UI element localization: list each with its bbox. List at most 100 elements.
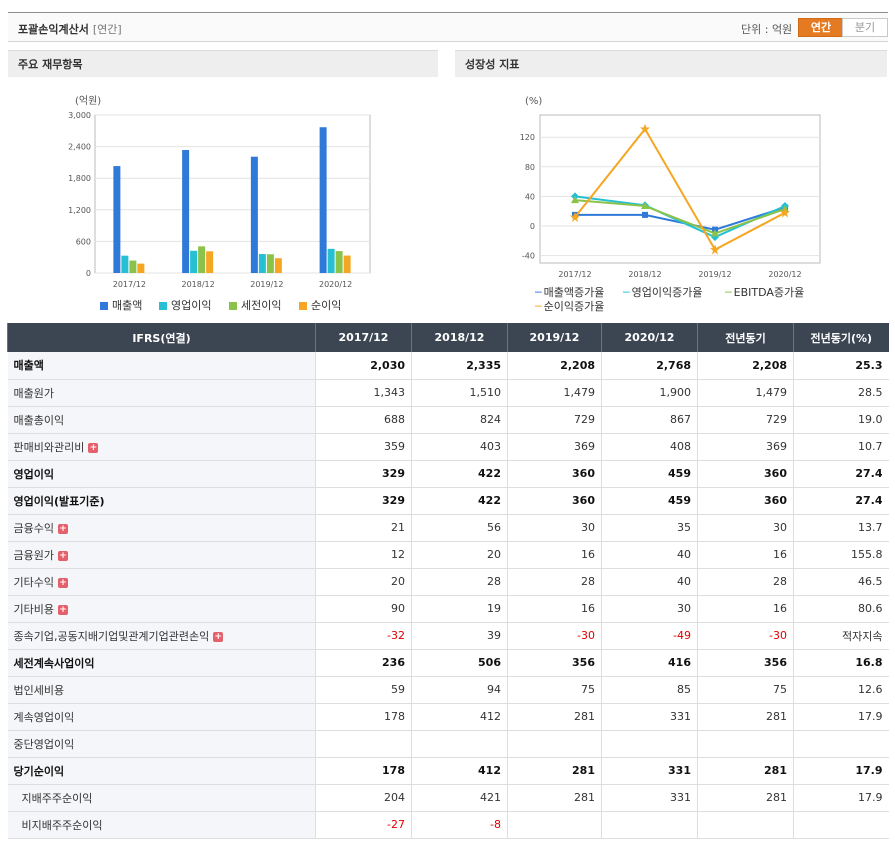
- table-cell: 329: [315, 460, 412, 488]
- table-cell: 2,030: [315, 352, 412, 380]
- column-header: 2018/12: [411, 323, 508, 352]
- income-statement-table: IFRS(연결) 2017/12 2018/12 2019/12 2020/12 전년동기…: [7, 323, 889, 839]
- table-cell: 16: [697, 595, 794, 623]
- table-cell: 75: [697, 676, 794, 704]
- table-cell: 30: [507, 514, 602, 542]
- row-label: 중단영업이익: [7, 730, 316, 758]
- table-cell: 369: [697, 433, 794, 461]
- bar: [266, 254, 274, 273]
- statement-header: 포괄손익계산서 [연간] 단위 : 억원 연간 분기: [8, 12, 888, 42]
- table-cell: 12.6: [793, 676, 889, 704]
- table-cell: 17.9: [793, 757, 889, 785]
- legend-item: 세전이익: [229, 297, 281, 313]
- table-cell: 412: [411, 703, 508, 731]
- table-cell: 412: [411, 757, 508, 785]
- line-chart-legend: ─ 매출액증가율 ─ 영업이익증가율 ─ EBITDA증가율 ─ 순이익증가율: [535, 284, 835, 314]
- table-cell: 356: [697, 649, 794, 677]
- table-cell: 2,208: [697, 352, 794, 380]
- bar: [113, 166, 121, 273]
- data-point: [710, 244, 720, 255]
- row-label: 비지배주주순이익: [7, 811, 316, 839]
- row-label: 종속기업,공동지배기업및관계기업관련손익 +: [7, 622, 316, 650]
- legend-swatch: ─: [623, 286, 630, 299]
- table-cell: 90: [315, 595, 412, 623]
- row-label: 금융수익 +: [7, 514, 316, 542]
- table-cell: 28.5: [793, 379, 889, 407]
- table-row: 기타수익 +20 28 28 40 28 46.5: [7, 568, 889, 596]
- table-cell: [793, 811, 889, 839]
- table-cell: -8: [411, 811, 508, 839]
- table-cell: 360: [507, 460, 602, 488]
- data-point: [780, 207, 790, 218]
- table-cell: 19.0: [793, 406, 889, 434]
- data-point: [711, 229, 719, 237]
- legend-item: ─ 영업이익증가율: [623, 284, 702, 300]
- table-cell: 867: [601, 406, 698, 434]
- bar: [206, 251, 214, 273]
- column-header: 2019/12: [507, 323, 602, 352]
- tab-quarter[interactable]: 분기: [842, 18, 888, 37]
- y-tick-label: -40: [522, 252, 535, 261]
- x-tick-label: 2018/12: [628, 270, 661, 279]
- table-cell: 30: [697, 514, 794, 542]
- x-tick-label: 2019/12: [698, 270, 731, 279]
- panel-title-key-items: 주요 재무항목: [8, 50, 438, 77]
- table-row: 종속기업,공동지배기업및관계기업관련손익 + -32 39 -30 -49 -30 적자지속: [7, 622, 889, 650]
- table-cell: 281: [697, 757, 794, 785]
- bar: [190, 250, 198, 273]
- legend-item: ─ EBITDA증가율: [725, 284, 804, 300]
- tab-annual[interactable]: 연간: [798, 18, 844, 37]
- expand-icon[interactable]: +: [213, 631, 224, 642]
- legend-swatch: [159, 302, 167, 310]
- table-cell: 39: [411, 622, 508, 650]
- table-row: 비지배주주순이익 -27 -8: [7, 811, 889, 839]
- table-cell: [601, 811, 698, 839]
- bar-chart-key-items: (억원) 0 600 1,200 1,800 2,400 3,000 2017/12 2018/…: [68, 95, 371, 289]
- table-cell: 16.8: [793, 649, 889, 677]
- table-cell: 369: [507, 433, 602, 461]
- period-subtitle: [연간]: [92, 23, 122, 36]
- expand-icon[interactable]: +: [57, 550, 68, 561]
- y-tick-label: 0: [530, 222, 535, 231]
- table-cell: 1,479: [507, 379, 602, 407]
- table-cell: 360: [697, 460, 794, 488]
- table-cell: 85: [601, 676, 698, 704]
- table-row: 매출원가 1,343 1,510 1,479 1,900 1,479 28.5: [7, 379, 889, 407]
- y-tick-label: 0: [86, 269, 91, 278]
- table-cell: 1,510: [411, 379, 508, 407]
- y-tick-label: 40: [525, 192, 535, 201]
- bar: [327, 248, 335, 273]
- table-cell: 281: [697, 703, 794, 731]
- expand-icon[interactable]: +: [57, 523, 68, 534]
- table-cell: 20: [411, 541, 508, 569]
- table-row: 계속영업이익 178 412 281 331 281 17.9: [7, 703, 889, 731]
- column-header: 2017/12: [315, 323, 412, 352]
- table-cell: 421: [411, 784, 508, 812]
- table-cell: 236: [315, 649, 412, 677]
- row-label: 세전계속사업이익: [7, 649, 316, 677]
- table-cell: 94: [411, 676, 508, 704]
- data-point: [640, 124, 650, 135]
- expand-icon[interactable]: +: [57, 604, 68, 615]
- data-point: [641, 202, 649, 210]
- table-cell: 16: [697, 541, 794, 569]
- table-cell: -27: [315, 811, 412, 839]
- table-cell: [601, 730, 698, 758]
- table-cell: [793, 730, 889, 758]
- table-cell: 20: [315, 568, 412, 596]
- row-label: 매출액: [7, 352, 316, 380]
- bar: [182, 150, 190, 273]
- panel-title-growth: 성장성 지표: [455, 50, 887, 77]
- table-cell: 19: [411, 595, 508, 623]
- y-tick-label: 1,200: [68, 206, 91, 215]
- table-cell: [507, 730, 602, 758]
- bar-chart-legend: 매출액 영업이익 세전이익 순이익: [100, 297, 420, 313]
- row-label: 법인세비용: [7, 676, 316, 704]
- table-row: 매출액 2,030 2,335 2,208 2,768 2,208 25.3: [7, 352, 889, 380]
- expand-icon[interactable]: +: [88, 442, 99, 453]
- table-cell: 30: [601, 595, 698, 623]
- table-cell: 824: [411, 406, 508, 434]
- table-cell: 2,208: [507, 352, 602, 380]
- table-cell: 403: [411, 433, 508, 461]
- expand-icon[interactable]: +: [57, 577, 68, 588]
